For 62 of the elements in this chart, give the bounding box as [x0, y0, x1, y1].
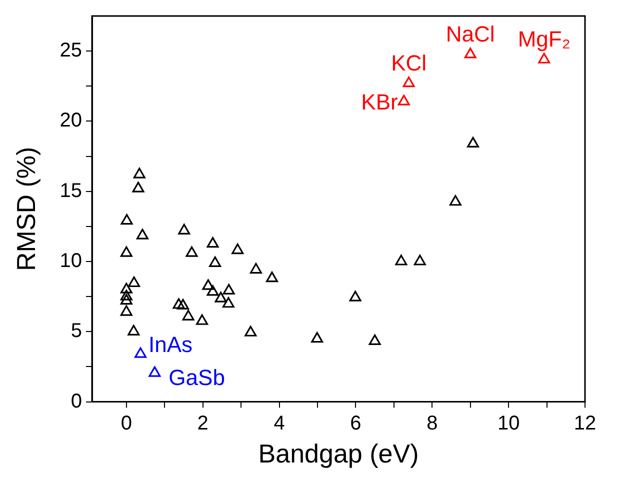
point: [172, 298, 185, 309]
point: [186, 246, 198, 257]
point: [133, 168, 146, 178]
point: [128, 276, 140, 288]
point: [222, 284, 235, 294]
x-tick-label: 6: [350, 412, 362, 434]
point: [132, 182, 144, 192]
point: [538, 52, 550, 64]
x-tick-label: 8: [426, 412, 438, 434]
annotation: InAs: [148, 332, 193, 358]
point: [395, 254, 408, 266]
y-tick-label: 25: [60, 40, 82, 62]
annotation: KBr: [361, 90, 398, 115]
point: [209, 256, 222, 267]
point: [311, 332, 324, 343]
point: [120, 305, 132, 316]
point: [206, 237, 219, 248]
point: [196, 314, 208, 325]
x-axis-title: Bandgap (eV): [258, 438, 419, 469]
x-tick-label: 0: [120, 412, 132, 434]
point: [232, 243, 244, 254]
point: [414, 254, 426, 266]
point: [222, 297, 234, 308]
x-tick-label: 12: [574, 412, 596, 434]
point: [120, 246, 132, 257]
annotation: KCl: [391, 50, 427, 76]
point: [266, 272, 278, 282]
point: [402, 76, 415, 88]
point: [467, 136, 480, 148]
point: [176, 298, 189, 310]
point: [120, 282, 132, 294]
point: [368, 334, 381, 345]
point: [250, 262, 262, 274]
point: [398, 94, 410, 106]
point: [464, 48, 476, 58]
y-tick-label: 5: [70, 320, 82, 342]
annotation: MgF₂: [518, 26, 570, 52]
y-tick-label: 15: [60, 180, 82, 202]
point: [120, 290, 132, 300]
point: [182, 310, 194, 320]
point: [148, 366, 161, 377]
y-tick-label: 0: [70, 390, 82, 412]
annotation: NaCl: [446, 22, 495, 46]
y-tick-label: 10: [60, 250, 82, 272]
annotation: GaSb: [168, 365, 225, 390]
point: [128, 324, 140, 336]
point: [206, 285, 219, 296]
point: [134, 347, 147, 358]
x-tick-label: 10: [497, 412, 520, 434]
point: [120, 294, 132, 305]
point: [136, 228, 148, 240]
x-tick-label: 2: [197, 412, 208, 434]
point: [244, 326, 257, 336]
point: [214, 292, 227, 302]
x-tick-label: 4: [274, 412, 285, 434]
y-axis-title: RMSD (%): [10, 146, 41, 272]
point: [120, 214, 133, 225]
point: [178, 224, 190, 234]
y-tick-label: 20: [60, 110, 82, 132]
point: [202, 279, 214, 290]
point: [349, 290, 362, 302]
point: [449, 195, 462, 206]
